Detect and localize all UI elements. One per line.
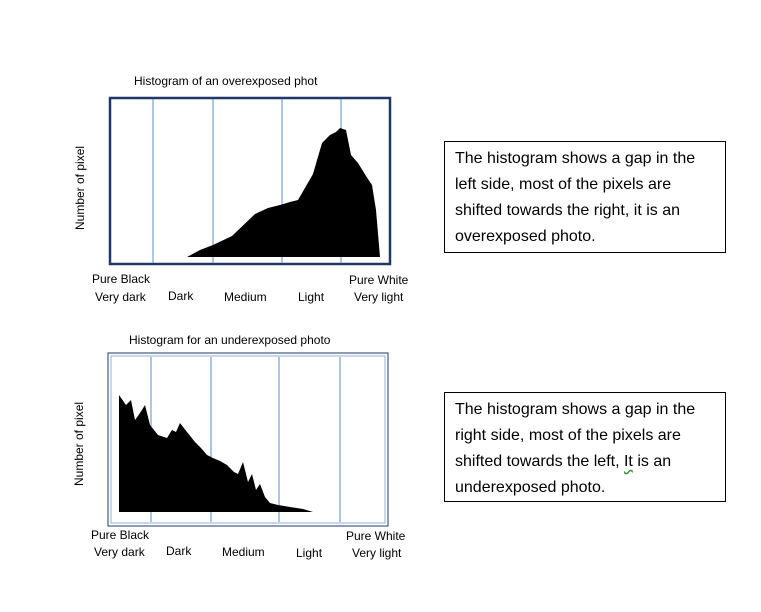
description-line: shifted towards the right, it is an [455,202,680,219]
label-very-light-top: Very light [354,290,404,304]
description-box-underexposed: The histogram shows a gap in the right s… [444,392,726,502]
y-axis-label-underexposed: Number of pixel [72,401,86,486]
histogram-shape-overexposed [187,128,380,257]
label-dark-top: Dark [168,289,194,303]
chart-title-overexposed: Histogram of an overexposed phot [134,74,318,88]
label-very-dark-top: Very dark [95,290,146,304]
label-medium-bottom: Medium [222,545,265,559]
label-pure-white-top: Pure White [349,273,409,287]
label-dark-bottom: Dark [166,544,192,558]
label-light-bottom: Light [296,546,323,560]
description-line: left side, most of the pixels are [455,176,672,193]
description-line: underexposed photo. [455,479,606,496]
description-segment: is an [632,453,672,470]
description-segment-spellcheck: It [623,453,633,470]
description-line: shifted towards the left, It is an [455,449,715,475]
label-pure-black-top: Pure Black [92,272,151,286]
label-pure-white-bottom: Pure White [346,529,406,543]
description-box-overexposed: The histogram shows a gap in the left si… [444,141,726,253]
description-segment: shifted towards the left, [455,453,624,470]
histogram-shape-underexposed [119,395,313,512]
label-medium-top: Medium [224,290,267,304]
label-very-dark-bottom: Very dark [94,545,145,559]
label-very-light-bottom: Very light [352,546,402,560]
histogram-inner-frame-underexposed [110,355,386,524]
description-line: overexposed photo. [455,228,596,245]
label-pure-black-bottom: Pure Black [91,528,150,542]
chart-title-underexposed: Histogram for an underexposed photo [129,333,331,347]
label-light-top: Light [298,290,325,304]
description-line: The histogram shows a gap in the [455,401,696,418]
description-line: The histogram shows a gap in the [455,150,696,167]
description-line: right side, most of the pixels are [455,427,681,444]
